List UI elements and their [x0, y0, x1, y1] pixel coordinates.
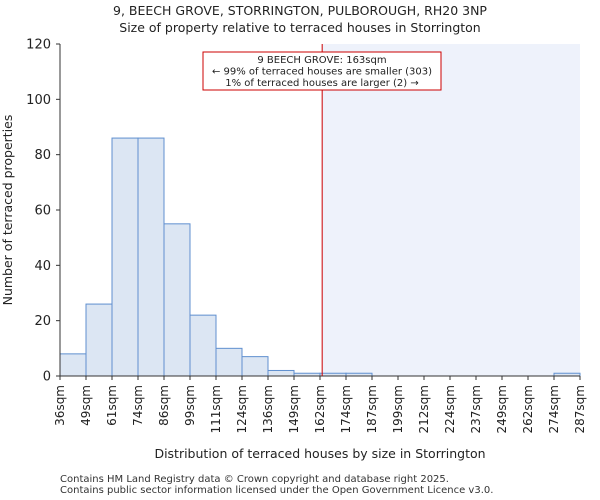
- x-tick-label: 274sqm: [547, 385, 561, 433]
- histogram-bar: [59, 353, 87, 377]
- histogram-bar: [85, 303, 113, 377]
- x-tick-label: 224sqm: [443, 385, 457, 433]
- annotation-line: 1% of terraced houses are larger (2) →: [225, 78, 419, 89]
- y-tick-label: 40: [34, 259, 51, 274]
- histogram-bar: [267, 369, 295, 377]
- footer-copyright: Contains HM Land Registry data © Crown c…: [60, 474, 449, 485]
- chart-title: 9, BEECH GROVE, STORRINGTON, PULBOROUGH,…: [113, 3, 487, 18]
- histogram-bar: [189, 314, 217, 377]
- x-tick-label: 86sqm: [157, 385, 171, 426]
- y-tick-label: 100: [26, 93, 51, 108]
- y-tick-label: 120: [26, 38, 51, 53]
- annotation-line: 9 BEECH GROVE: 163sqm: [257, 55, 386, 66]
- histogram-bar: [215, 347, 243, 377]
- annotation-box: [202, 51, 442, 91]
- x-tick-label: 136sqm: [261, 385, 275, 433]
- x-tick-label: 111sqm: [209, 385, 223, 433]
- larger-region-shading: [322, 44, 580, 376]
- y-axis-title: Number of terraced properties: [0, 115, 15, 306]
- x-tick-label: 262sqm: [521, 385, 535, 433]
- histogram-bar: [163, 223, 191, 377]
- x-tick-label: 212sqm: [417, 385, 431, 433]
- histogram-bar: [111, 137, 139, 377]
- histogram-bar: [137, 137, 165, 377]
- annotation-line: ← 99% of terraced houses are smaller (30…: [212, 67, 432, 78]
- y-tick-label: 0: [43, 370, 51, 385]
- y-tick-label: 80: [34, 148, 51, 163]
- x-tick-label: 249sqm: [495, 385, 509, 433]
- footer-licence: Contains public sector information licen…: [60, 485, 494, 496]
- x-tick-label: 162sqm: [313, 385, 327, 433]
- x-tick-label: 124sqm: [235, 385, 249, 433]
- x-tick-label: 174sqm: [339, 385, 353, 433]
- x-tick-label: 149sqm: [287, 385, 301, 433]
- x-tick-label: 74sqm: [131, 385, 145, 426]
- x-tick-label: 36sqm: [53, 385, 67, 426]
- x-tick-label: 287sqm: [573, 385, 587, 433]
- x-tick-label: 187sqm: [365, 385, 379, 433]
- x-axis-title: Distribution of terraced houses by size …: [154, 446, 485, 461]
- x-tick-label: 61sqm: [105, 385, 119, 426]
- x-tick-label: 49sqm: [79, 385, 93, 426]
- x-tick-label: 199sqm: [391, 385, 405, 433]
- histogram-bar: [241, 356, 269, 377]
- x-tick-label: 99sqm: [183, 385, 197, 426]
- y-tick-label: 60: [34, 204, 51, 219]
- x-tick-label: 237sqm: [469, 385, 483, 433]
- chart-subtitle: Size of property relative to terraced ho…: [119, 20, 481, 35]
- y-tick-label: 20: [34, 314, 51, 329]
